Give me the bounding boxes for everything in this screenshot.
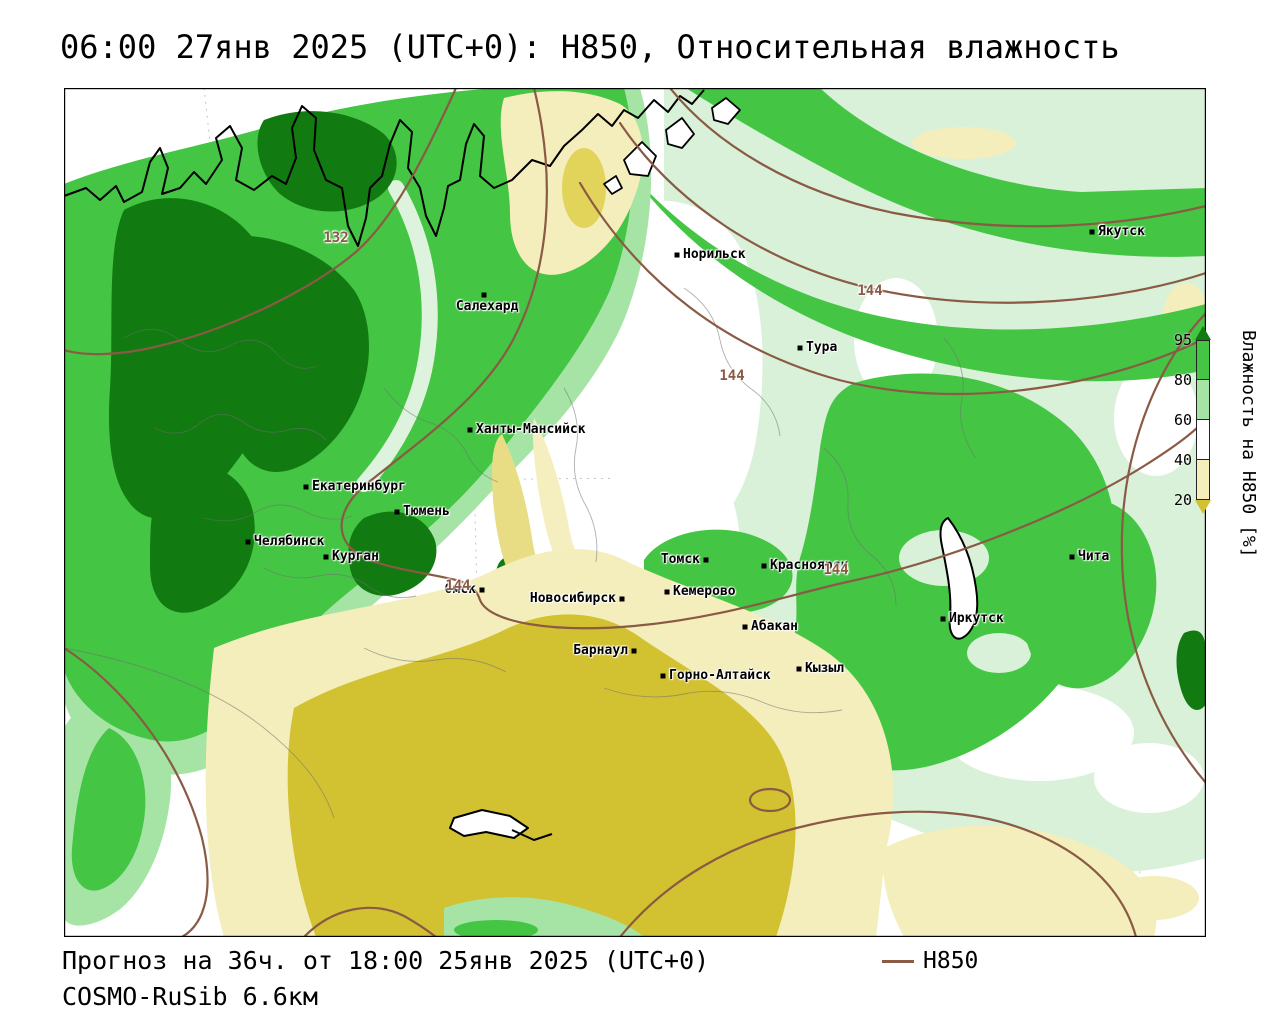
contour-label-layer: 132 144 144 144 144: [64, 88, 1206, 937]
city-dot: [940, 616, 946, 622]
city-dot: [1069, 554, 1075, 560]
lake-baikal: [939, 517, 979, 640]
city-dot: [742, 624, 748, 630]
city-label: Новосибирск: [529, 591, 616, 606]
model-info: COSMO-RuSib 6.6км: [62, 982, 318, 1011]
southern-lake: [449, 809, 529, 839]
city-dot: [619, 596, 625, 602]
arctic-island: [711, 97, 741, 125]
city-layer: Норильск Якутск Салехард Тура Ханты-Мансийск…: [64, 88, 1206, 937]
admin-borders-layer: [64, 287, 977, 819]
city-label: Чита: [1078, 549, 1110, 564]
city-dot: [796, 666, 802, 672]
city-label: Салехард: [455, 299, 519, 314]
city-dot: [467, 427, 473, 433]
arctic-coastline: [64, 89, 705, 247]
city-label: Челябинск: [254, 534, 325, 549]
city-label: Горно-Алтайск: [669, 668, 771, 683]
contour-layer: [64, 88, 1206, 937]
map-canvas: [64, 88, 1206, 937]
southern-lake-tail: [511, 829, 553, 841]
city-label: Абакан: [751, 619, 798, 634]
arctic-island: [603, 175, 623, 195]
city-label: Курган: [332, 549, 379, 564]
city-dot: [631, 648, 637, 654]
contour-value-label: 132: [323, 230, 349, 246]
city-dot: [479, 587, 485, 593]
contour-value-label: 144: [719, 368, 745, 384]
arctic-island: [623, 141, 657, 177]
humidity-layer: [64, 88, 1206, 937]
colorbar-tick: 60: [1173, 411, 1192, 429]
city-dot: [303, 484, 309, 490]
h850-line-swatch: [882, 959, 914, 963]
colorbar-segment: [1196, 460, 1210, 500]
city-label: Ханты-Мансийск: [476, 422, 586, 437]
city-dot: [761, 563, 767, 569]
city-dot: [703, 557, 709, 563]
city-label: Иркутск: [949, 611, 1004, 626]
contour-legend: H850: [882, 948, 978, 974]
city-dot: [1089, 229, 1095, 235]
map-frame: Норильск Якутск Салехард Тура Ханты-Мансийск…: [64, 88, 1211, 937]
city-dot: [660, 673, 666, 679]
colorbar-tick: 20: [1173, 491, 1192, 509]
city-dot: [674, 252, 680, 258]
page-title: 06:00 27янв 2025 (UTC+0): H850, Относите…: [60, 28, 1120, 66]
city-dot: [481, 292, 487, 298]
contour-value-label: 144: [857, 283, 883, 299]
city-dot: [245, 539, 251, 545]
forecast-info: Прогноз на 36ч. от 18:00 25янв 2025 (UTC…: [62, 946, 710, 975]
colorbar-arrow-top: [1195, 326, 1211, 340]
city-label: Тура: [806, 340, 838, 355]
colorbar-segment: [1196, 420, 1210, 460]
city-label: Красноярск: [770, 558, 849, 573]
colorbar-ticks: 95 80 60 40 20: [1156, 326, 1210, 516]
city-label: Тюмень: [403, 504, 450, 519]
colorbar-arrow-bottom: [1195, 500, 1211, 514]
colorbar-tick: 40: [1173, 451, 1192, 469]
colorbar-scale: [1195, 326, 1211, 514]
city-label: Екатеринбург: [312, 479, 406, 494]
city-label: Кызыл: [805, 661, 845, 676]
city-dot: [797, 345, 803, 351]
city-label: Барнаул: [573, 643, 628, 658]
arctic-island: [665, 117, 695, 149]
city-label: Томск: [660, 552, 700, 567]
city-label: Якутск: [1098, 224, 1145, 239]
h850-line-label: H850: [923, 948, 979, 974]
colorbar-tick: 95: [1173, 331, 1192, 349]
contour-value-label: 144: [823, 562, 849, 578]
city-dot: [394, 509, 400, 515]
colorbar: 95 80 60 40 20: [1156, 326, 1211, 516]
colorbar-segment: [1196, 380, 1210, 420]
colorbar-tick: 80: [1173, 371, 1192, 389]
colorbar-title: Влажность на H850 [%]: [1238, 330, 1259, 558]
contour-value-label: 144: [445, 578, 471, 594]
city-dot: [664, 589, 670, 595]
city-dot: [323, 554, 329, 560]
city-label: Норильск: [683, 247, 746, 262]
city-label: Кемерово: [673, 584, 736, 599]
city-label: Омск: [444, 582, 476, 597]
coastline-layer: [64, 89, 979, 841]
colorbar-segment: [1196, 340, 1210, 380]
